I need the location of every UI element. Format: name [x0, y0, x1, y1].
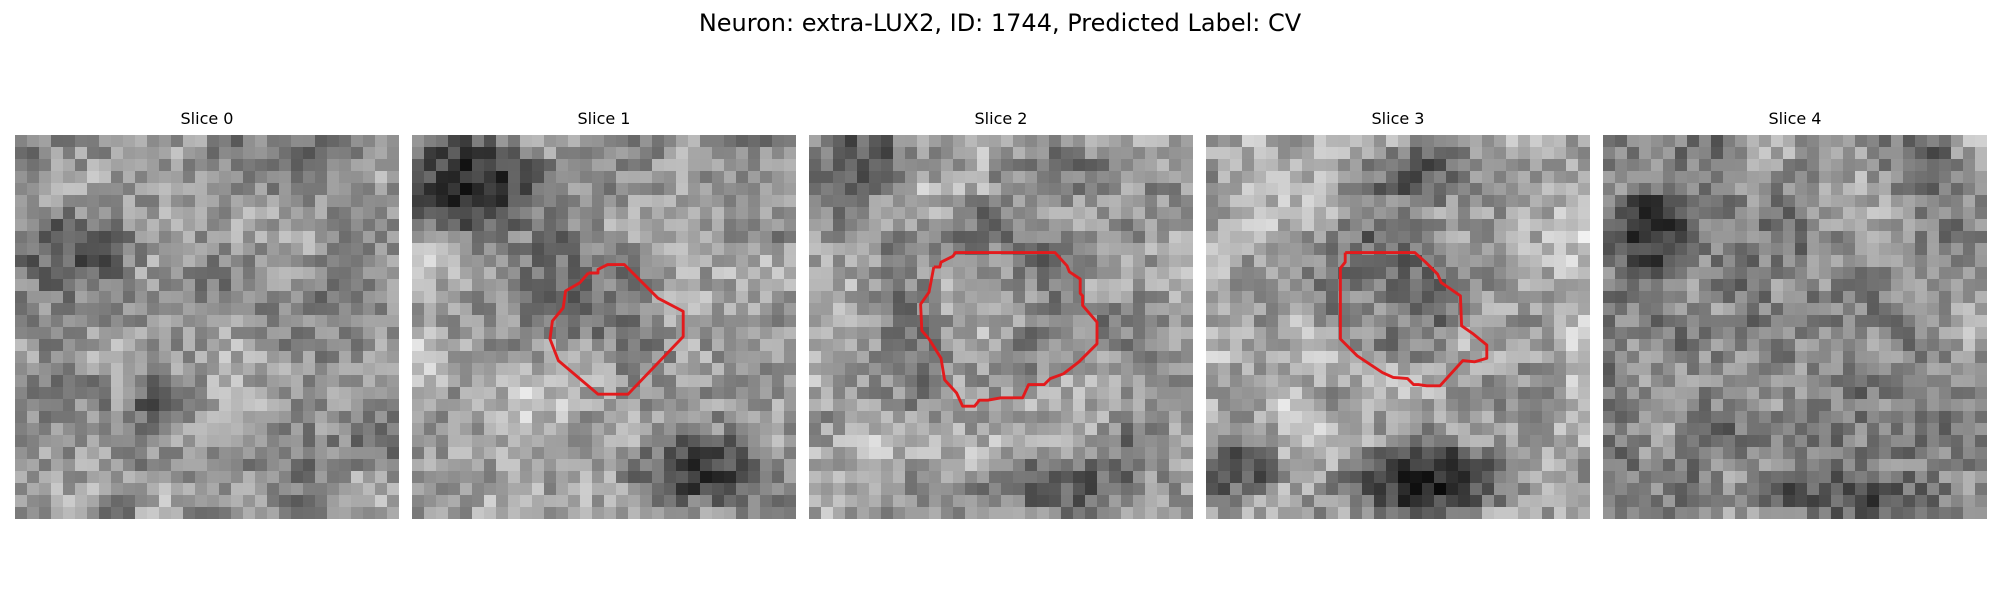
- slice-panel-2: Slice 2: [809, 108, 1193, 520]
- roi-contour: [919, 251, 1099, 408]
- roi-contour: [1338, 251, 1489, 388]
- slice-image-3: [1206, 135, 1590, 519]
- slice-title: Slice 2: [974, 109, 1028, 128]
- slice-title: Slice 1: [577, 109, 631, 128]
- slice-panel-4: Slice 4: [1603, 108, 1987, 520]
- slice-panel-1: Slice 1: [412, 108, 796, 520]
- slice-image-4: [1603, 135, 1987, 519]
- slice-panel-0: Slice 0: [15, 108, 399, 520]
- slice-image-2: [809, 135, 1193, 519]
- slice-title: Slice 0: [180, 109, 234, 128]
- slice-image-0: [15, 135, 399, 519]
- slice-image-1: [412, 135, 796, 519]
- figure-title: Neuron: extra-LUX2, ID: 1744, Predicted …: [698, 9, 1302, 37]
- slice-panel-3: Slice 3: [1206, 108, 1590, 520]
- slice-title: Slice 4: [1768, 109, 1822, 128]
- slice-title: Slice 3: [1371, 109, 1425, 128]
- roi-contour: [548, 263, 685, 396]
